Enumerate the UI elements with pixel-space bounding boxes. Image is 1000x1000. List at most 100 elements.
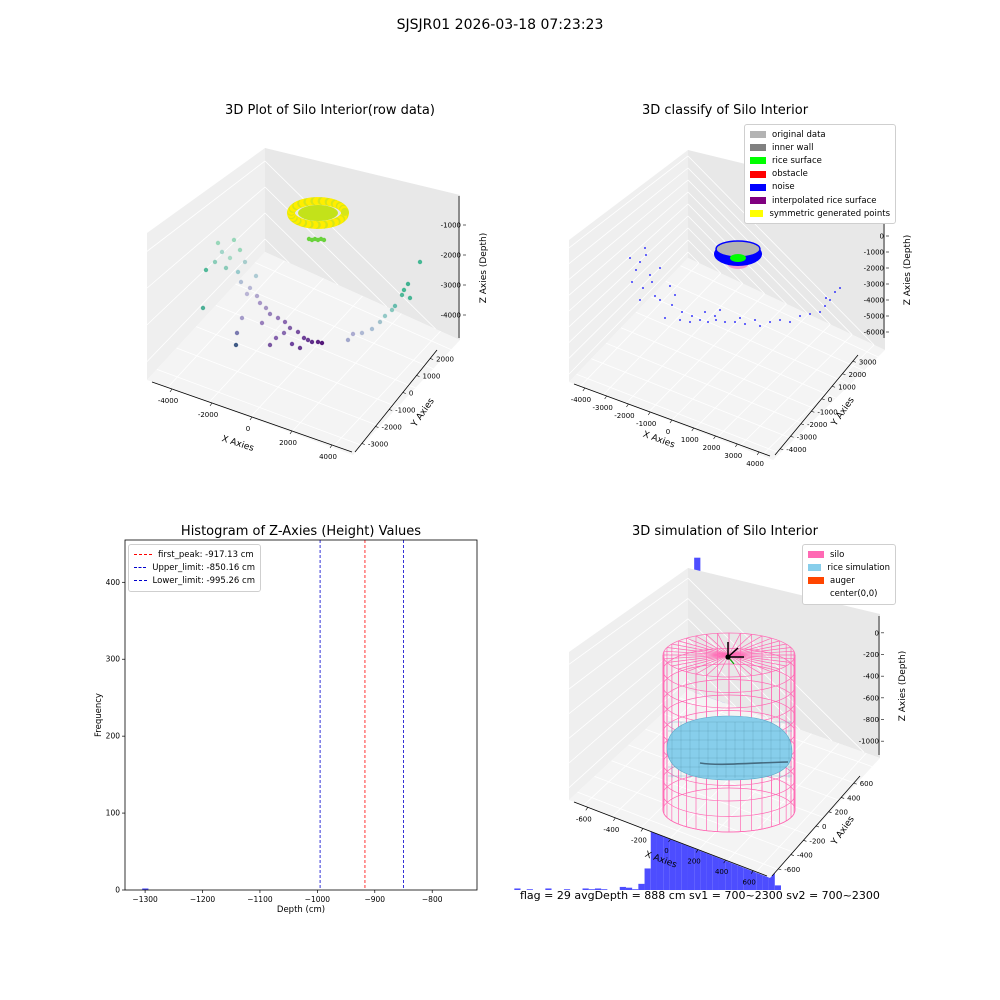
histogram-legend-item: first_peak: -917.13 cm [134,548,255,561]
sim-x-tick-label: -400 [603,826,619,834]
classify-noise-point [674,294,676,296]
sim-x-tick [613,817,616,822]
silo-wire-spoke [678,654,730,670]
cls-z-tick-label: -6000 [864,329,884,337]
sim-z-tick-label: 0 [875,629,879,637]
histogram-bar [594,888,602,890]
raw-wall-grid-z [264,160,436,330]
raw-y-tick-label: -2000 [382,424,402,432]
raw-point [234,330,240,336]
histogram-y-tick-label: 400 [106,578,121,587]
sim-x-tick-label: 600 [743,879,756,887]
cls-floor-grid-x [670,303,787,422]
raw-point [247,285,253,291]
sim-wall-grid-z [568,618,689,714]
sim-x-tick-label: 0 [664,847,668,855]
raw-wall-grid-z [146,160,266,252]
raw-point [231,237,237,243]
histogram-legend-line [134,554,152,556]
classify-noise-point [769,321,771,323]
cls-floor-grid-x [648,293,765,413]
raw-point [401,287,407,293]
cls-y-tick [831,385,836,388]
classify-legend-item: original data [750,128,890,141]
classify-legend-item: symmetric generated points [750,207,890,220]
raw-point [319,340,325,346]
raw-point [263,305,269,311]
cls-x-tick-label: -2000 [614,412,634,420]
raw-scatter-points [200,237,423,351]
raw-floor-grid-y [215,304,416,389]
classify-noise-point [834,291,836,293]
cls-x-tick-label: 2000 [703,444,721,452]
sim-z-tick-label: -200 [863,651,879,659]
cls-y-tick [800,423,805,426]
raw-z-axis-label: Z Axies (Depth) [479,233,489,304]
cls-x-tick [582,387,586,392]
raw-point [282,319,288,325]
histogram-y-tick-label: 200 [106,732,121,741]
cls-wall-grid-z [568,203,689,312]
cls-x-tick [669,419,673,424]
raw-point [215,240,221,246]
classify-noise-point [659,299,661,301]
silo-wire-spoke [728,637,772,656]
raw-x-tick [209,402,213,407]
histogram-bar [142,888,149,890]
simulation-z-axis-label: Z Axies (Depth) [898,651,908,722]
cls-y-tick-label: 1000 [838,383,856,391]
simulation-pane-side [688,568,880,758]
cls-floor-grid-x [738,334,853,448]
sim-z-tick-label: -1000 [859,738,879,746]
cls-floor-grid-y [650,296,851,385]
histogram-bar [601,889,608,890]
cls-floor-grid-x [761,344,875,456]
classify-noise-point [819,311,821,313]
cls-x-tick-label: -1000 [636,420,656,428]
classify-noise-point [642,287,644,289]
raw-point [389,307,395,313]
raw-point [244,291,250,297]
raw-wall-grid-z [264,238,290,264]
classify-noise-point [839,287,841,289]
histogram-legend-line [134,580,147,582]
raw-z-tick-label: -3000 [441,282,461,290]
classify-noise-point [754,319,756,321]
raw-point [315,339,321,345]
cls-wall-grid-z [687,239,722,274]
histogram-x-tick-label: −1100 [247,895,273,904]
raw-point [273,335,279,341]
raw-point [369,326,375,332]
raw-y-tick [361,443,365,445]
cls-x-tick-label: -4000 [571,396,591,404]
histogram-legend-label: first_peak: -917.13 cm [158,549,254,560]
cls-x-tick [756,451,760,456]
sim-x-tick [695,849,699,853]
auger-marker [725,642,744,665]
classify-noise-point [639,261,641,263]
raw-x-tick-label: 0 [246,425,250,433]
classify-legend-item: rice surface [750,154,890,167]
raw-y-tick-label: 0 [409,390,413,398]
raw-point [223,265,229,271]
simulation-legend-item: auger [808,574,890,587]
cls-z-tick-label: -5000 [864,313,884,321]
silo-wire-spoke [728,643,787,656]
sim-x-tick-label: -200 [631,836,647,844]
cls-wall-grid-z [568,251,689,375]
classify-noise-point [654,295,656,297]
raw-point [289,341,295,347]
raw-floor-grid-x [332,330,441,448]
raw-point [200,305,206,311]
sim-y-tick [803,840,807,842]
raw-point [267,342,273,348]
raw-x-tick [289,430,293,435]
raw-wall-grid-z [146,238,266,362]
histogram-y-tick-label: 0 [115,886,120,895]
histogram-x-axis-label: Depth (cm) [277,905,325,915]
classify-noise-point [699,319,701,321]
cls-x-tick-label: 0 [666,428,670,436]
raw-y-tick-label: -1000 [395,407,415,415]
histogram-title: Histogram of Z-Axies (Height) Values [180,524,422,539]
raw-point [227,255,233,261]
